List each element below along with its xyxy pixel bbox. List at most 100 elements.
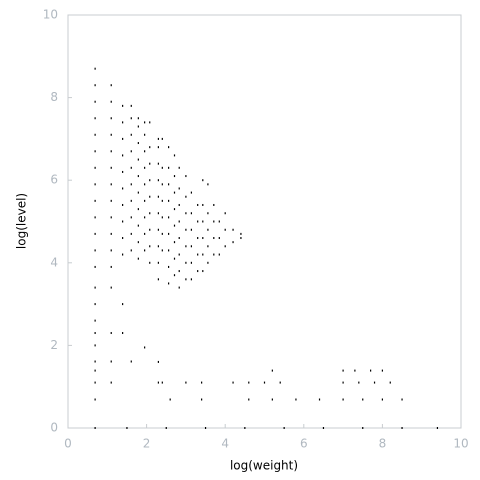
point [190, 228, 193, 231]
point [436, 427, 439, 429]
point [190, 245, 193, 248]
point [161, 216, 163, 219]
point [161, 249, 163, 252]
point [322, 427, 325, 429]
point [318, 398, 321, 401]
point [94, 133, 96, 136]
point [190, 278, 193, 281]
point [168, 183, 170, 186]
point [185, 245, 187, 248]
point [94, 319, 96, 322]
point [283, 427, 285, 429]
y-tick-label: 2 [50, 338, 58, 352]
point [178, 166, 180, 169]
point [202, 237, 204, 240]
point [149, 162, 151, 165]
point [202, 253, 204, 256]
point [137, 175, 139, 178]
point [244, 427, 246, 429]
point [202, 220, 204, 223]
point [342, 369, 344, 372]
point [110, 332, 112, 335]
point [130, 104, 132, 107]
point [110, 100, 112, 103]
x-axis-label: log(weight) [230, 459, 298, 473]
point [381, 398, 383, 401]
point [94, 369, 96, 372]
point [263, 381, 266, 384]
point [110, 150, 112, 153]
point [122, 121, 124, 124]
point [185, 228, 187, 231]
point [173, 257, 176, 260]
point [94, 265, 96, 268]
point [232, 241, 234, 244]
point [149, 245, 151, 248]
point [137, 142, 139, 145]
point [201, 381, 203, 384]
point [207, 245, 209, 248]
point [144, 216, 146, 219]
point [110, 232, 112, 235]
point [173, 175, 176, 178]
point [224, 228, 226, 231]
x-tick-label: 10 [453, 437, 468, 451]
point [201, 398, 203, 401]
point [178, 253, 180, 256]
point [161, 199, 163, 202]
point [240, 232, 242, 235]
point [178, 237, 180, 240]
point [185, 381, 187, 384]
point [94, 303, 96, 306]
y-tick-label: 10 [43, 8, 58, 22]
point [168, 146, 170, 149]
point [137, 224, 139, 227]
point [157, 360, 159, 363]
point [161, 183, 163, 186]
point [224, 245, 226, 248]
point [94, 344, 96, 347]
point [94, 427, 96, 429]
point [197, 253, 199, 256]
point [122, 303, 124, 306]
point [185, 175, 187, 178]
point [94, 183, 96, 186]
point [149, 261, 151, 264]
point [94, 249, 96, 252]
point [202, 179, 204, 182]
point [173, 241, 176, 244]
point [94, 381, 96, 384]
point [168, 249, 170, 252]
point [173, 208, 176, 211]
point [110, 117, 112, 120]
point [144, 166, 146, 169]
plot-frame [67, 14, 462, 429]
point [144, 121, 146, 124]
point [207, 212, 209, 215]
y-tick-label: 6 [50, 173, 58, 187]
point [271, 369, 273, 372]
point [110, 84, 112, 87]
point [110, 360, 112, 363]
point [173, 274, 176, 277]
point [218, 237, 220, 240]
point [279, 381, 281, 384]
point [178, 187, 180, 190]
point [202, 270, 204, 273]
point [207, 261, 209, 264]
point [110, 286, 112, 289]
point [178, 270, 180, 273]
point [157, 228, 159, 231]
point [178, 220, 180, 223]
y-tick-label: 8 [50, 90, 58, 104]
point [204, 427, 207, 429]
point [370, 369, 372, 372]
point [144, 346, 146, 349]
point [168, 265, 170, 268]
point [342, 398, 344, 401]
point [122, 170, 124, 173]
point [137, 208, 139, 211]
point [202, 203, 204, 206]
y-tick-label: 4 [50, 255, 58, 269]
